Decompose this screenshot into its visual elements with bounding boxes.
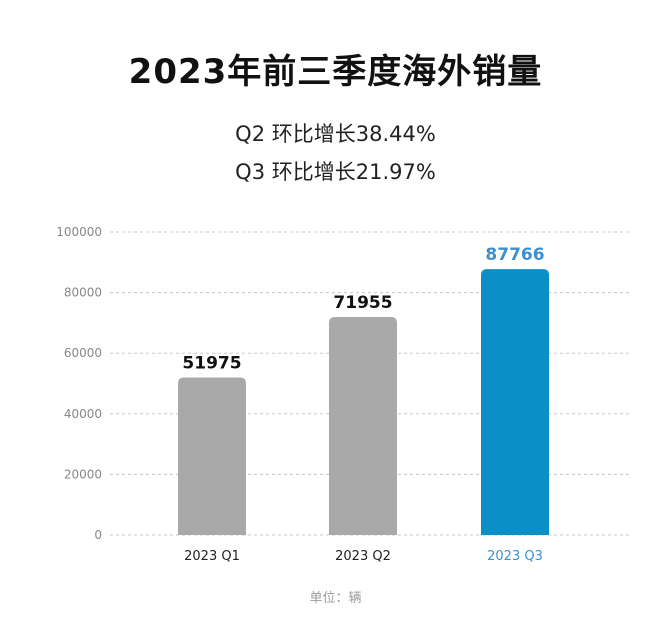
y-tick-label: 80000 bbox=[64, 286, 102, 300]
unit-note: 单位：辆 bbox=[309, 591, 362, 606]
bar bbox=[329, 316, 397, 535]
x-tick-label: 2023 Q1 bbox=[184, 549, 240, 564]
y-tick-label: 100000 bbox=[56, 225, 102, 239]
chart-subtitle-q2: Q2 环比增长38.44% bbox=[235, 122, 436, 146]
x-tick-label: 2023 Q3 bbox=[487, 549, 543, 564]
bar-value-label: 87766 bbox=[485, 245, 544, 265]
chart-subtitle-q3: Q3 环比增长21.97% bbox=[235, 160, 436, 184]
bar-value-label: 71955 bbox=[333, 293, 392, 313]
y-tick-label: 20000 bbox=[64, 467, 102, 481]
x-tick-label: 2023 Q2 bbox=[335, 549, 391, 564]
y-tick-label: 40000 bbox=[64, 407, 102, 421]
chart-title: 2023年前三季度海外销量 bbox=[128, 52, 543, 92]
y-tick-label: 0 bbox=[94, 528, 102, 542]
bar bbox=[178, 377, 246, 535]
bar-value-label: 51975 bbox=[182, 354, 241, 374]
bar bbox=[481, 269, 549, 535]
y-tick-label: 60000 bbox=[64, 346, 102, 360]
